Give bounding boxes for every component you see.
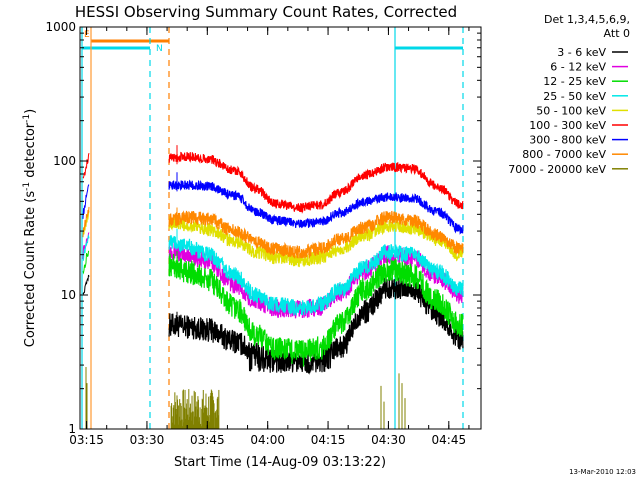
series-100to300keV xyxy=(82,145,464,214)
x-tick-label: 04:45 xyxy=(432,433,467,447)
y-axis-label: Corrected Count Rate (s-1 detector-1) xyxy=(22,109,38,347)
flag-label: N xyxy=(156,44,163,54)
legend-entry-label: 6 - 12 keV xyxy=(550,61,606,74)
legend-entry-label: 3 - 6 keV xyxy=(557,46,606,59)
x-tick-label: 03:15 xyxy=(69,433,104,447)
series-line xyxy=(82,152,90,179)
x-tick-label: 03:30 xyxy=(130,433,165,447)
legend-entry-label: 300 - 800 keV xyxy=(529,134,606,147)
x-axis-label: Start Time (14-Aug-09 03:13:22) xyxy=(174,455,386,470)
y-tick-label: 100 xyxy=(53,154,76,168)
legend-entry-label: 12 - 25 keV xyxy=(543,75,606,88)
timestamp: 13-Mar-2010 12:03 xyxy=(569,468,636,476)
series-line xyxy=(168,151,464,214)
flag-bars: EN xyxy=(82,30,463,54)
series-300to800keV xyxy=(82,172,464,235)
legend-entry-label: 100 - 300 keV xyxy=(529,119,606,132)
series-line xyxy=(168,275,464,375)
y-tick-label: 1000 xyxy=(45,20,76,34)
x-tick-label: 04:15 xyxy=(311,433,346,447)
legend-entry-label: 25 - 50 keV xyxy=(543,90,606,103)
x-tick-label: 04:30 xyxy=(371,433,406,447)
series-25to50keV xyxy=(82,228,464,316)
plot-frame xyxy=(79,26,482,430)
series-line xyxy=(168,235,464,316)
y-axis: 1 10 100 1000 xyxy=(45,20,481,436)
data-series xyxy=(82,145,464,429)
series-line xyxy=(82,206,90,238)
series-3to6keV xyxy=(82,274,464,375)
series-800to7000keV xyxy=(82,206,464,259)
series-line xyxy=(168,179,464,235)
y-tick-label: 10 xyxy=(61,288,76,302)
series-7000to20000keV xyxy=(85,367,406,429)
y-tick-label: 1 xyxy=(68,422,76,436)
x-tick-label: 03:45 xyxy=(190,433,225,447)
legend-entry-label: 800 - 7000 keV xyxy=(522,148,606,161)
series-line xyxy=(168,253,464,367)
series-12to25keV xyxy=(82,250,464,367)
legend-header: Att 0 xyxy=(604,27,630,40)
legend: Det 1,3,4,5,6,9,Att 0 3 - 6 keV 6 - 12 keV… xyxy=(508,13,630,176)
chart-title: HESSI Observing Summary Count Rates, Cor… xyxy=(75,3,457,21)
series-line xyxy=(82,184,90,219)
series-line xyxy=(82,274,90,296)
x-tick-label: 04:00 xyxy=(250,433,285,447)
series-line xyxy=(82,250,90,275)
legend-entry-label: 50 - 100 keV xyxy=(536,104,606,117)
series-line xyxy=(168,210,464,259)
series-line xyxy=(82,210,90,235)
series-line xyxy=(82,234,90,261)
x-axis: 03:15 03:30 03:45 04:00 04:15 04:30 04:45 xyxy=(69,27,470,447)
legend-header: Det 1,3,4,5,6,9, xyxy=(544,13,630,26)
legend-entry-label: 7000 - 20000 keV xyxy=(508,163,606,176)
